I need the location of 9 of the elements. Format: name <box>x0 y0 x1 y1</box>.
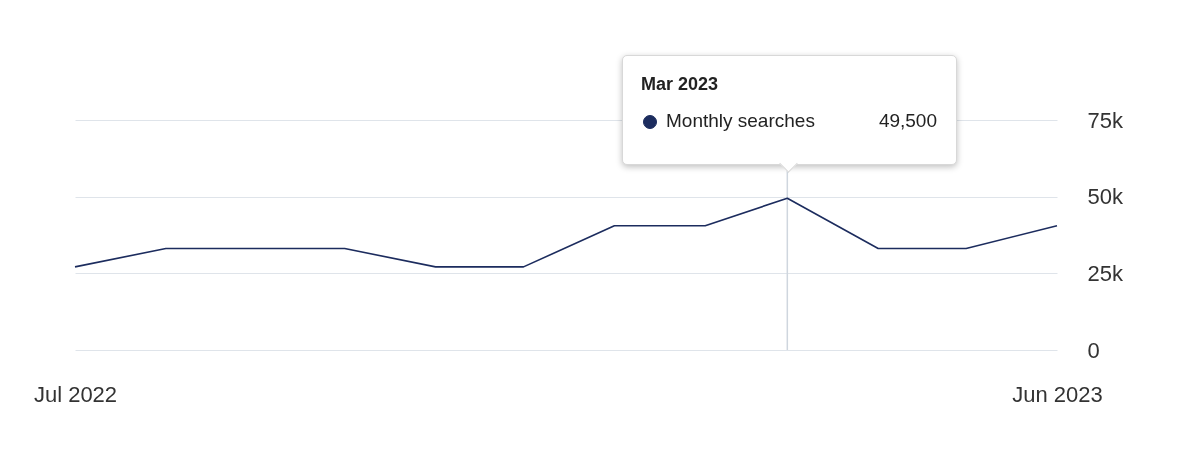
x-tick-label: Jul 2022 <box>33 381 118 407</box>
y-tick-label: 0 <box>1087 337 1100 363</box>
legend-label: Monthly searches <box>666 110 815 132</box>
y-tick-label: 50k <box>1087 184 1124 210</box>
line-series <box>74 197 1058 268</box>
annotation: 49,500 <box>878 110 937 132</box>
y-tick-label: 25k <box>1087 260 1124 286</box>
x-tick-label: Jun 2023 <box>1012 381 1103 407</box>
y-tick-label: 75k <box>1087 107 1124 133</box>
